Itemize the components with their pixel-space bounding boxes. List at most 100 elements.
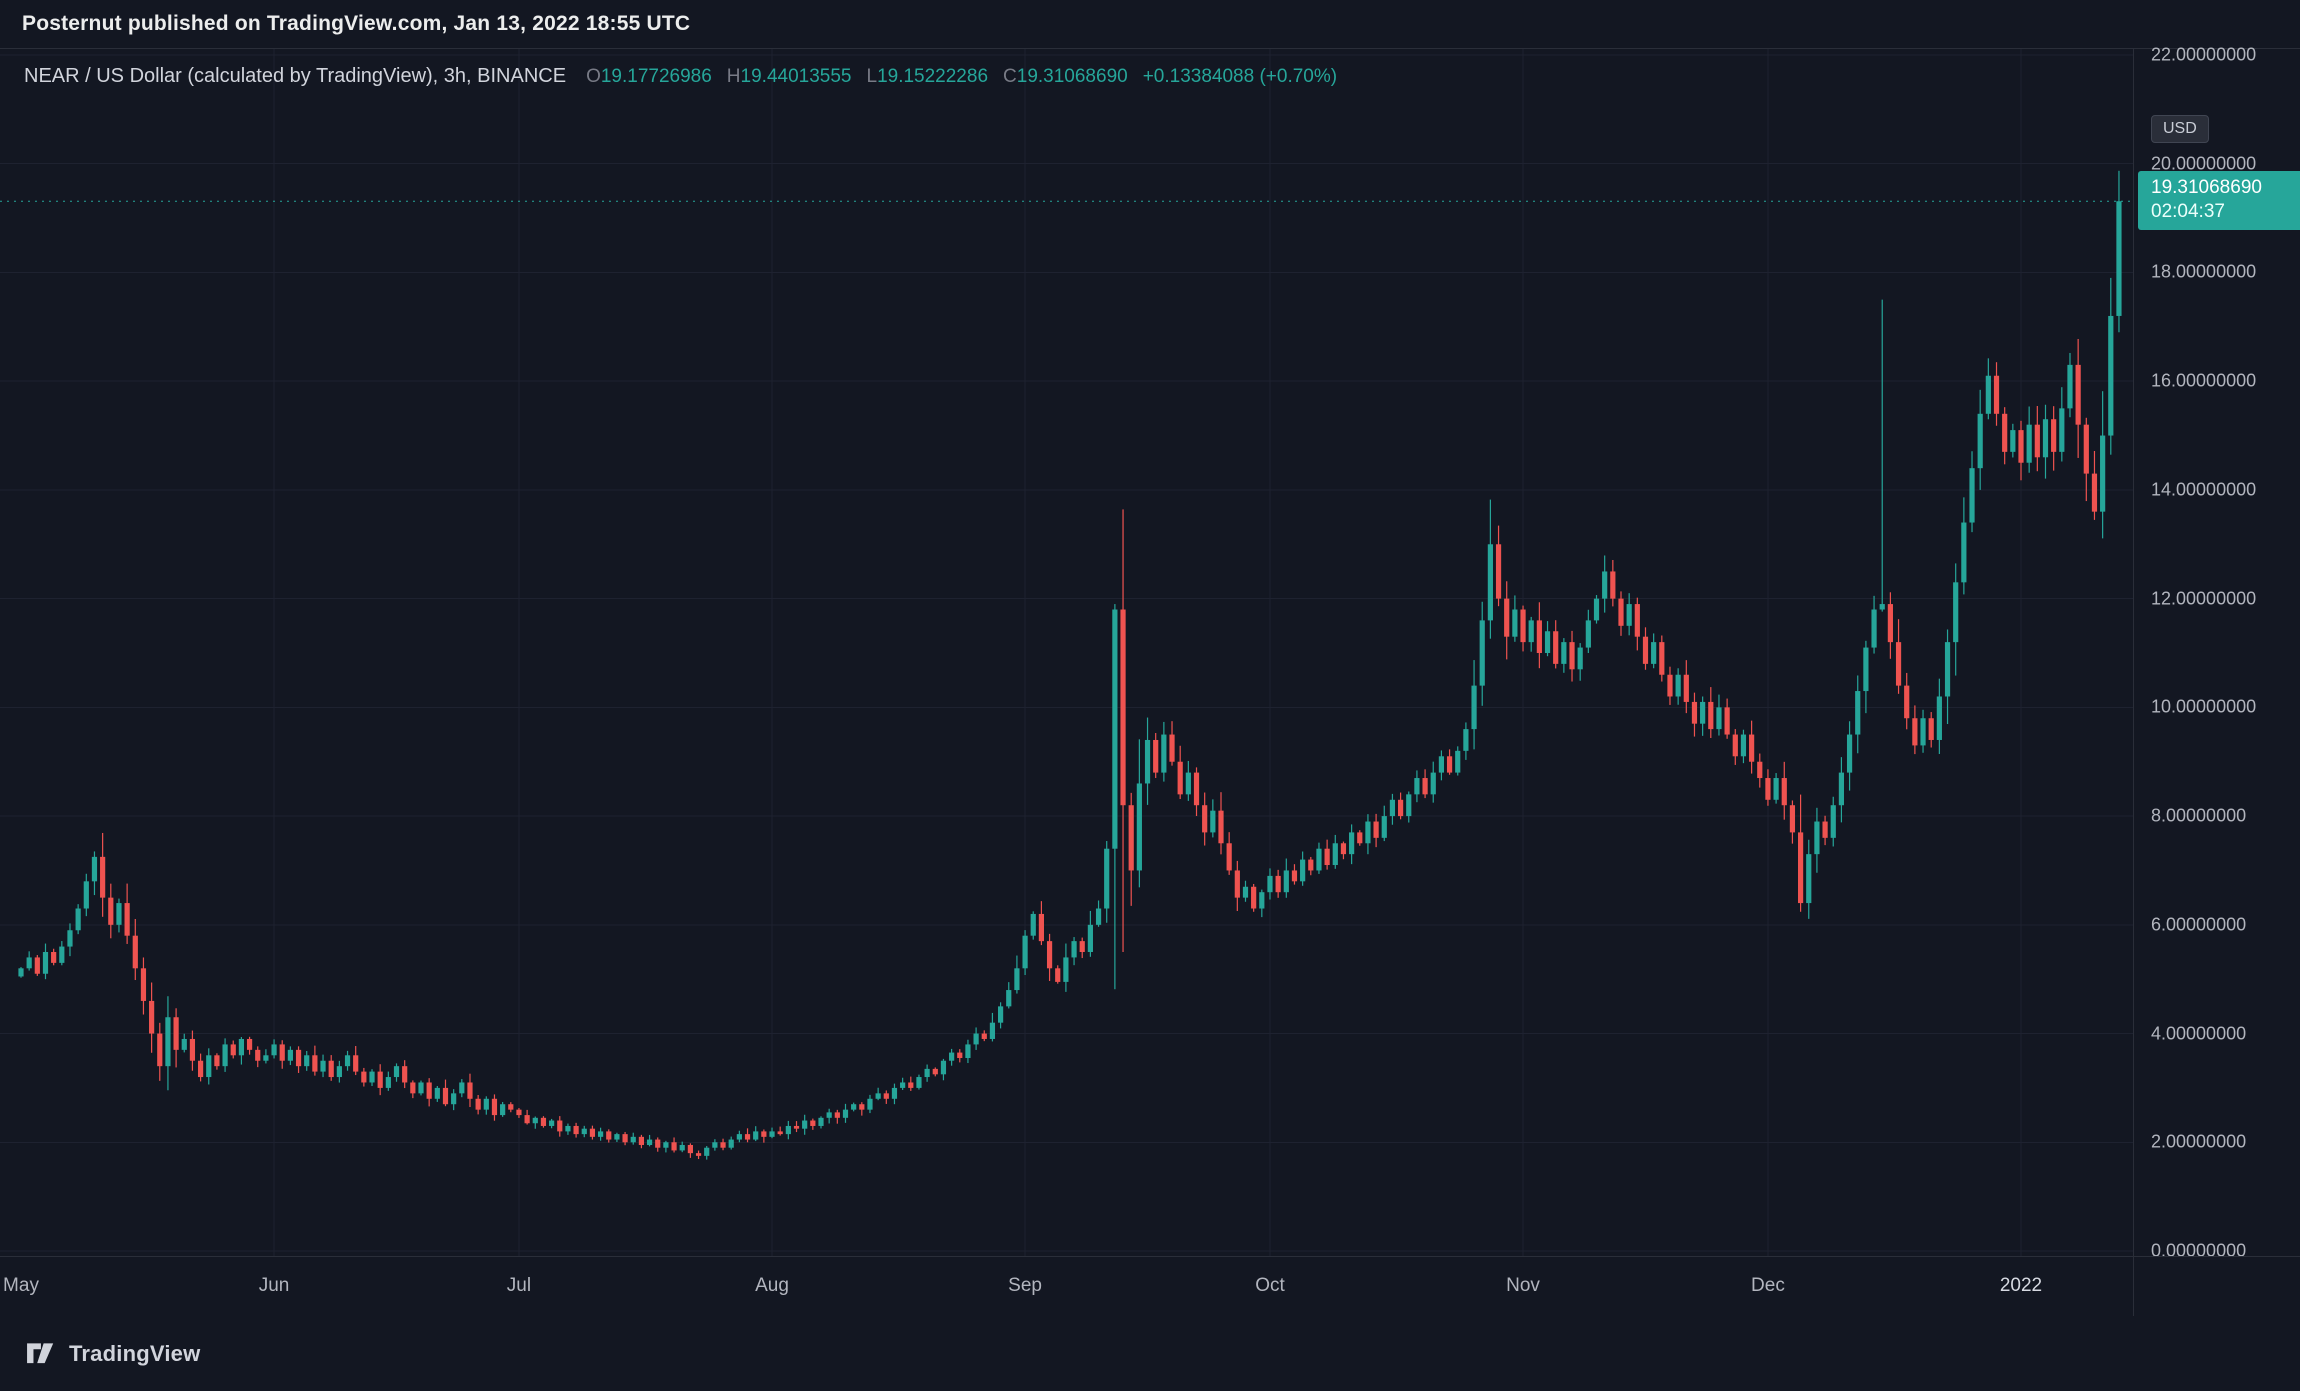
last-price-value: 19.31068690 [2151,177,2262,199]
candle-body [1104,848,1110,909]
candle-body [1242,886,1249,898]
time-axis-label: Jul [506,1275,532,1296]
low-value: L19.15222286 [866,66,989,87]
candle-body [973,1033,979,1045]
chart-pane[interactable]: NEAR / US Dollar (calculated by TradingV… [0,49,2133,1256]
candle-body [124,903,130,936]
candle-wick [1881,299,1883,612]
candle-body [728,1139,734,1148]
chart-legend: NEAR / US Dollar (calculated by TradingV… [24,65,1337,88]
candle-body [1920,718,1926,746]
candle-body [900,1082,906,1088]
candle-body [1495,544,1502,599]
chart-widget: NEAR / US Dollar (calculated by TradingV… [0,45,2300,1391]
candle-body [557,1120,563,1132]
candle-body [1610,571,1616,599]
candle-body [1969,468,1975,523]
candle-body [842,1109,849,1118]
candle-body [442,1087,449,1105]
candle-body [312,1055,318,1072]
candle-body [59,946,65,963]
candle-body [916,1077,922,1088]
candle-body [834,1112,840,1118]
candle-body [116,903,122,925]
candle-body [2116,201,2122,316]
candle-body [1414,778,1420,795]
candle-body [1961,522,1967,583]
time-axis-label: Jun [258,1275,290,1296]
candle-body [753,1131,759,1140]
candle-body [2067,364,2073,409]
candle-body [1251,886,1257,909]
price-axis-label: 6.00000000 [2151,914,2247,935]
candle-body [1193,772,1200,806]
candle-body [1275,875,1281,893]
candle-body [230,1044,236,1056]
candle-body [1863,647,1869,692]
candle-body [475,1098,481,1110]
ohlc-values: O19.17726986 H19.44013555 L19.15222286 C… [586,66,1337,88]
candle-body [393,1066,400,1078]
candle-body [622,1134,628,1143]
candle-body [581,1128,587,1135]
candle-body [1953,582,1959,643]
candle-body [1291,870,1298,882]
tradingview-logo[interactable]: TradingView [26,1340,200,1368]
candle-body [924,1068,930,1078]
time-axis-label: 2022 [1999,1275,2043,1296]
candle-body [695,1153,702,1156]
candle-body [1087,924,1093,952]
time-axis-label: Aug [755,1275,789,1296]
candle-body [2051,419,2057,452]
candle-body [589,1128,596,1137]
candle-body [1471,685,1477,730]
candle-body [1577,647,1583,670]
candle-body [2018,430,2024,463]
currency-unit-badge[interactable]: USD [2151,115,2209,143]
footer-bar: TradingView [0,1316,2300,1391]
open-value: O19.17726986 [586,66,712,87]
candle-body [793,1125,800,1129]
candle-body [206,1055,212,1078]
candle-body [1185,772,1191,795]
candle-body [361,1071,367,1083]
candle-body [1642,636,1649,664]
candle-body [2100,435,2106,512]
candle-body [1855,691,1861,735]
candle-body [1487,544,1493,621]
candle-body [1136,783,1142,871]
time-axis[interactable]: May Jun Jul Aug Sep Oct Nov Dec 2022 [0,1256,2300,1317]
candle-body [483,1098,489,1110]
tradingview-logo-text: TradingView [69,1340,201,1366]
candle-body [663,1142,669,1148]
candle-body [222,1044,228,1067]
candle-body [67,930,73,947]
candle-body [2002,413,2008,452]
candle-body [75,908,81,931]
candle-body [51,952,57,963]
price-axis[interactable]: USD 19.31068690 02:04:37 22.00000000 20.0… [2133,45,2300,1316]
candle-body [1349,832,1355,855]
candle-body [949,1052,955,1061]
candle-body [2108,315,2114,436]
price-axis-label: 22.00000000 [2151,44,2257,65]
candle-body [1626,604,1632,626]
candle-body [736,1134,742,1140]
candle-body [132,935,138,969]
candle-body [1765,778,1771,800]
last-price-badge: 19.31068690 02:04:37 [2138,171,2300,231]
candle-body [1300,859,1306,882]
candle-body [1340,843,1347,855]
candle-body [1871,609,1877,648]
candle-body [189,1038,196,1061]
candle-body [140,968,147,1001]
candle-body [704,1147,710,1156]
candle-body [802,1120,808,1129]
candle-body [540,1117,547,1126]
candle-body [1520,609,1526,643]
candle-body [1095,908,1102,925]
candle-body [1218,810,1224,844]
candle-body [655,1139,661,1148]
candle-body [2026,424,2032,463]
price-axis-label: 0.00000000 [2151,1240,2247,1261]
